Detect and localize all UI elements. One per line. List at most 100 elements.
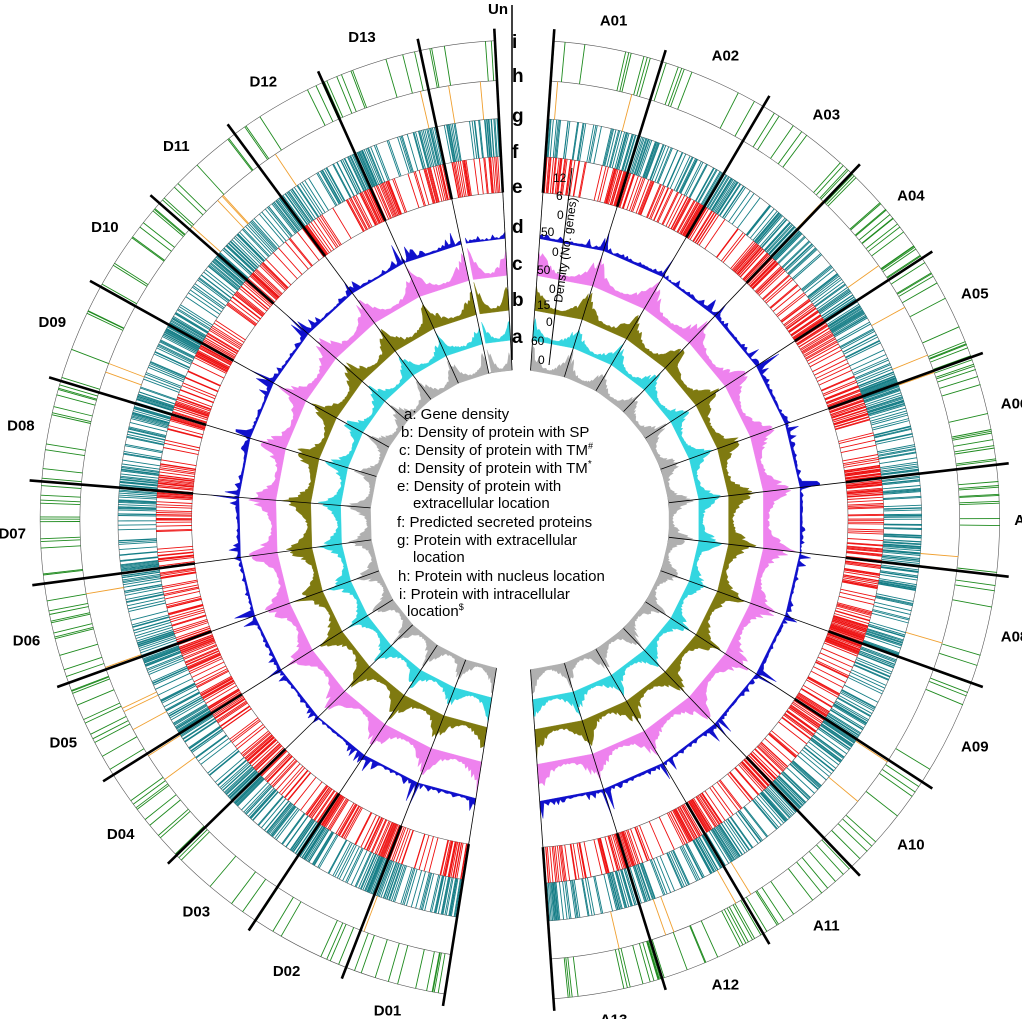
tick-mark xyxy=(855,364,891,380)
tick-mark xyxy=(881,558,920,564)
tick-mark xyxy=(299,824,322,857)
tick-mark xyxy=(210,263,240,289)
tick-mark xyxy=(158,478,195,484)
chromosome-divider xyxy=(194,539,372,564)
tick-mark xyxy=(773,780,801,809)
tick-mark xyxy=(149,799,181,826)
tick-mark xyxy=(882,545,921,550)
tick-mark xyxy=(369,857,385,894)
tick-mark xyxy=(612,834,624,870)
tick-mark xyxy=(821,723,854,746)
tick-mark xyxy=(400,829,414,865)
tick-mark xyxy=(959,524,1001,527)
tick-mark xyxy=(154,208,186,235)
tick-mark xyxy=(607,169,619,205)
tick-mark xyxy=(306,89,326,126)
tick-mark xyxy=(397,945,409,985)
tick-mark xyxy=(156,525,193,527)
tick-mark xyxy=(308,177,329,211)
tick-mark xyxy=(389,864,403,901)
tick-mark xyxy=(171,700,205,721)
tick-mark xyxy=(782,771,811,799)
tick-mark xyxy=(677,807,695,840)
tick-mark xyxy=(119,546,158,551)
legend-g-line1: g: Protein with extracellular xyxy=(397,532,577,549)
tick-mark xyxy=(826,303,860,325)
tick-mark xyxy=(675,808,694,841)
tick-mark xyxy=(557,158,563,195)
tick-mark xyxy=(157,484,194,490)
tick-mark xyxy=(827,177,857,207)
tick-mark xyxy=(898,275,934,297)
tick-mark xyxy=(764,789,791,818)
tick-mark xyxy=(59,384,98,397)
tick-mark xyxy=(701,834,722,869)
tick-mark xyxy=(621,831,634,867)
tick-mark xyxy=(233,237,262,265)
tick-mark xyxy=(128,426,167,437)
tick-mark xyxy=(387,942,400,982)
tick-mark xyxy=(237,778,265,807)
tick-mark xyxy=(203,340,235,359)
tick-mark xyxy=(881,470,919,476)
tick-mark xyxy=(826,389,861,404)
tick-mark xyxy=(293,187,316,220)
tick-mark xyxy=(249,739,278,765)
tick-mark xyxy=(226,244,255,272)
tick-mark xyxy=(290,818,313,851)
tick-mark xyxy=(176,709,210,730)
tick-mark xyxy=(731,242,756,271)
tick-mark xyxy=(847,532,884,535)
density-profile xyxy=(348,245,405,294)
legend-i-line1: i: Protein with intracellular xyxy=(399,586,570,603)
tick-mark xyxy=(215,256,245,283)
tick-mark xyxy=(252,791,279,821)
tick-mark xyxy=(941,384,981,397)
chromosome-divider-outer xyxy=(102,693,243,783)
tick-mark xyxy=(844,468,881,475)
tick-mark xyxy=(834,701,869,722)
tick-mark xyxy=(185,376,219,392)
tick-mark xyxy=(883,533,922,536)
tick-mark xyxy=(626,175,639,210)
tick-mark xyxy=(200,345,233,364)
tick-mark xyxy=(788,248,817,275)
density-track-e xyxy=(210,231,821,819)
tick-mark xyxy=(430,127,440,166)
tick-mark xyxy=(188,292,220,315)
density-profile xyxy=(343,470,377,509)
tick-mark xyxy=(831,622,866,635)
tick-mark xyxy=(487,119,492,158)
tick-mark xyxy=(275,154,297,187)
tick-mark xyxy=(178,711,212,733)
tick-mark xyxy=(648,821,664,855)
chromosome-label-a04: A04 xyxy=(897,188,925,205)
tick-mark xyxy=(849,202,881,230)
tick-mark xyxy=(788,248,818,276)
tick-mark xyxy=(202,680,235,700)
tick-mark xyxy=(942,643,981,656)
tick-mark xyxy=(746,205,772,236)
tick-mark xyxy=(160,465,196,472)
tick-mark xyxy=(787,247,817,274)
tick-mark xyxy=(308,829,329,863)
tick-mark xyxy=(118,492,157,497)
tick-mark xyxy=(821,723,854,746)
tick-mark xyxy=(605,168,617,204)
density-profile xyxy=(750,428,790,493)
tick-mark xyxy=(661,191,679,225)
tick-mark xyxy=(440,876,450,915)
tick-mark xyxy=(816,164,844,196)
chromosome-divider xyxy=(660,570,829,632)
tick-mark xyxy=(234,776,262,804)
tick-mark xyxy=(157,548,194,554)
tick-mark xyxy=(428,167,439,203)
tick-mark xyxy=(186,650,220,666)
tick-mark xyxy=(109,748,145,770)
tick-mark xyxy=(832,618,868,630)
tick-mark xyxy=(845,561,882,567)
tick-mark xyxy=(627,829,641,864)
tick-mark xyxy=(156,528,193,531)
tick-mark xyxy=(757,268,785,295)
tick-mark xyxy=(696,213,718,245)
